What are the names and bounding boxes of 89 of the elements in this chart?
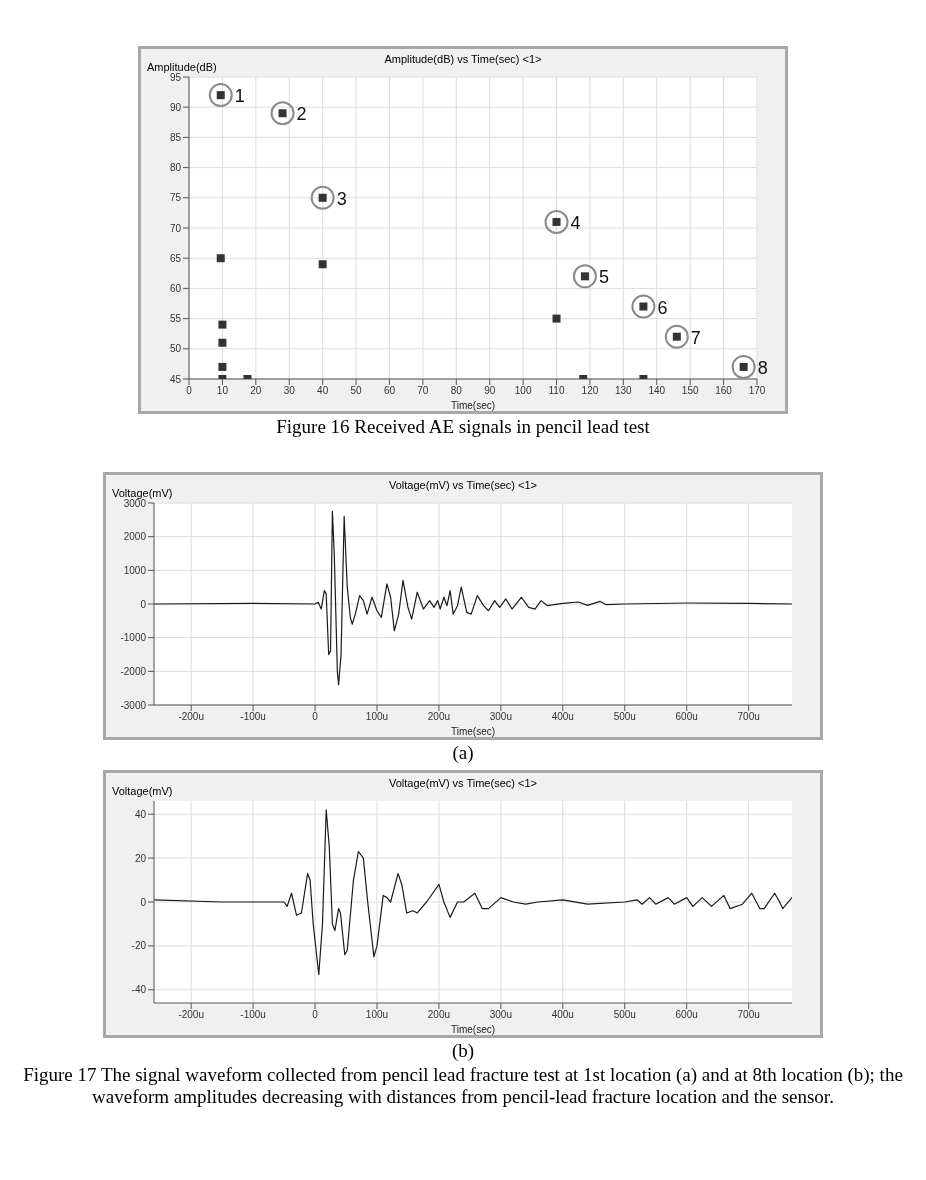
point bbox=[218, 320, 227, 329]
annotation: 1 bbox=[234, 86, 245, 107]
x-tick-label: 120 bbox=[581, 385, 599, 397]
caption: Figure 16 Received AE signals in pencil lead test bbox=[275, 416, 651, 438]
y-tick-label: -1000 bbox=[120, 632, 147, 644]
y-tick-label: 20 bbox=[134, 852, 147, 864]
y-tick-label: 85 bbox=[169, 131, 182, 143]
x-tick-label: 130 bbox=[615, 385, 633, 397]
chart-title: Voltage(mV) vs Time(sec) <1> bbox=[389, 777, 537, 789]
annotation: 2 bbox=[296, 104, 307, 125]
x-tick-label: -100u bbox=[240, 1009, 266, 1021]
y-tick-label: 70 bbox=[169, 222, 182, 234]
x-tick-label: 160 bbox=[715, 385, 733, 397]
x-tick-label: 300u bbox=[489, 711, 512, 723]
x-tick-label: 170 bbox=[748, 385, 766, 397]
x-tick-label: -100u bbox=[240, 711, 266, 723]
x-tick-label: 100u bbox=[365, 711, 389, 723]
x-tick-label: 200u bbox=[427, 1009, 451, 1021]
x-tick-label: 500u bbox=[613, 711, 636, 723]
x-tick-label: 140 bbox=[648, 385, 666, 397]
point bbox=[216, 254, 225, 263]
text: (b) bbox=[450, 1040, 476, 1062]
x-tick-label: 20 bbox=[250, 385, 262, 397]
y-tick-label: -40 bbox=[131, 984, 147, 996]
y-tick-label: 60 bbox=[169, 282, 182, 294]
text: (a) bbox=[451, 742, 475, 764]
y-tick-label: 0 bbox=[140, 896, 147, 908]
x-tick-label: 400u bbox=[551, 711, 574, 723]
x-tick-label: -200u bbox=[178, 1009, 204, 1021]
y-tick-label: 2000 bbox=[123, 531, 147, 543]
chart-title: Voltage(mV) vs Time(sec) <1> bbox=[389, 479, 537, 491]
x-tick-label: 0 bbox=[186, 385, 193, 397]
x-tick-label: 80 bbox=[450, 385, 463, 397]
annotation: 6 bbox=[657, 297, 668, 318]
x-tick-label: 60 bbox=[383, 385, 396, 397]
x-tick-label: 600u bbox=[675, 1009, 698, 1021]
y-tick-label: 90 bbox=[169, 101, 182, 113]
x-tick-label: 100u bbox=[365, 1009, 389, 1021]
x-tick-label: 100 bbox=[514, 385, 532, 397]
y-tick-label: 55 bbox=[169, 313, 182, 325]
x-tick-label: 10 bbox=[216, 385, 229, 397]
y-axis-title: Voltage(mV) bbox=[112, 785, 173, 797]
y-tick-label: -3000 bbox=[120, 699, 147, 711]
x-axis-title: Time(sec) bbox=[450, 400, 496, 411]
y-tick-label: 50 bbox=[169, 343, 182, 355]
x-tick-label: 700u bbox=[737, 711, 760, 723]
x-tick-label: 0 bbox=[312, 1009, 319, 1021]
y-tick-label: -2000 bbox=[120, 665, 147, 677]
y-tick-label: 40 bbox=[134, 808, 147, 820]
x-tick-label: 300u bbox=[489, 1009, 512, 1021]
y-tick-label: 45 bbox=[169, 373, 182, 385]
point bbox=[318, 260, 327, 269]
annotation: 7 bbox=[690, 327, 701, 348]
line-series bbox=[154, 510, 792, 686]
y-tick-label: 95 bbox=[169, 71, 182, 83]
y-tick-label: 75 bbox=[169, 192, 182, 204]
x-tick-label: 40 bbox=[317, 385, 329, 397]
point bbox=[218, 362, 227, 371]
y-axis-title: Amplitude(dB) bbox=[147, 61, 217, 73]
annotation: 4 bbox=[570, 212, 581, 233]
x-tick-label: 30 bbox=[283, 385, 296, 397]
x-tick-label: 600u bbox=[675, 711, 698, 723]
x-tick-label: -200u bbox=[178, 711, 204, 723]
y-tick-label: -20 bbox=[131, 940, 147, 952]
line-series bbox=[154, 809, 792, 976]
y-axis-title: Voltage(mV) bbox=[112, 487, 173, 499]
x-tick-label: 70 bbox=[417, 385, 429, 397]
x-axis-title: Time(sec) bbox=[450, 1024, 496, 1035]
point bbox=[218, 338, 227, 347]
point bbox=[552, 314, 561, 323]
caption: Figure 17 The signal waveform collected from pencil lead fracture test at 1st location (a) and at 8th location (b); the waveform amplitudes decreasing with distances from pencil-lead fracture location and the sensor. bbox=[23, 1064, 903, 1108]
y-tick-label: 1000 bbox=[123, 564, 147, 576]
x-tick-label: 700u bbox=[737, 1009, 760, 1021]
x-tick-label: 150 bbox=[681, 385, 699, 397]
x-axis-title: Time(sec) bbox=[450, 726, 496, 737]
annotation: 5 bbox=[598, 267, 609, 288]
x-tick-label: 110 bbox=[548, 385, 565, 397]
x-tick-label: 0 bbox=[312, 711, 319, 723]
annotation: 8 bbox=[757, 357, 768, 378]
chart-title: Amplitude(dB) vs Time(sec) <1> bbox=[384, 53, 542, 65]
annotation: 3 bbox=[336, 188, 347, 209]
x-tick-label: 200u bbox=[427, 711, 451, 723]
y-tick-label: 80 bbox=[169, 162, 182, 174]
x-tick-label: 500u bbox=[613, 1009, 636, 1021]
y-tick-label: 0 bbox=[140, 598, 147, 610]
x-tick-label: 90 bbox=[484, 385, 496, 397]
x-tick-label: 50 bbox=[350, 385, 363, 397]
y-tick-label: 65 bbox=[169, 252, 182, 264]
x-tick-label: 400u bbox=[551, 1009, 574, 1021]
